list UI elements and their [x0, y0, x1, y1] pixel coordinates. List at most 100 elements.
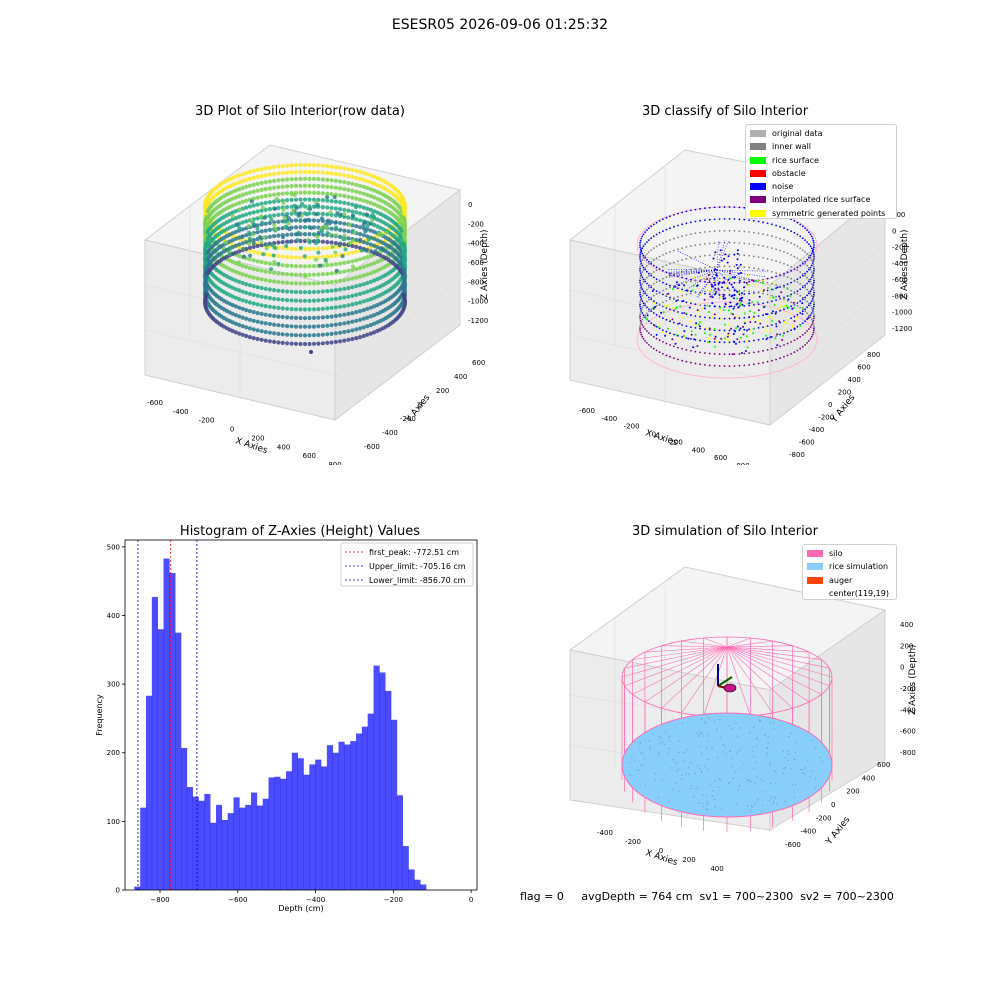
data-point: [646, 312, 648, 315]
data-point: [255, 259, 260, 264]
data-point: [685, 325, 688, 327]
data-point: [302, 298, 308, 303]
data-point: [346, 180, 351, 186]
data-point: [690, 257, 692, 259]
rice-point: [716, 728, 718, 730]
data-point: [772, 296, 775, 299]
data-point: [775, 325, 778, 328]
data-point: [311, 176, 317, 182]
data-point: [289, 170, 294, 175]
data-point: [718, 206, 721, 208]
data-point: [249, 199, 254, 204]
data-point: [653, 302, 656, 304]
data-point: [298, 183, 303, 188]
data-point: [311, 190, 317, 195]
data-point: [731, 294, 734, 297]
data-point: [677, 295, 679, 298]
data-point: [276, 212, 281, 217]
y-tick-label: -600: [785, 841, 801, 849]
data-point: [372, 222, 377, 228]
data-point: [713, 345, 716, 348]
rice-point: [782, 750, 784, 752]
rice-point: [677, 768, 680, 771]
data-point: [271, 253, 276, 258]
data-point: [677, 334, 679, 337]
data-point: [729, 301, 732, 304]
data-point: [717, 288, 720, 291]
data-point: [639, 289, 641, 292]
data-point: [812, 239, 815, 242]
data-point: [293, 255, 299, 260]
data-point: [276, 305, 281, 310]
data-point: [259, 277, 264, 282]
data-point: [813, 267, 815, 270]
data-point: [804, 310, 806, 313]
data-point: [813, 279, 815, 282]
data-point: [723, 365, 726, 367]
data-point: [665, 216, 668, 219]
data-point: [662, 242, 664, 244]
data-point: [307, 298, 312, 303]
data-point: [662, 289, 664, 292]
data-point: [267, 220, 272, 226]
data-point: [736, 297, 739, 300]
rice-point: [711, 795, 714, 797]
data-point: [738, 206, 741, 209]
data-point: [783, 284, 785, 287]
data-point: [775, 275, 777, 278]
data-point: [771, 235, 773, 238]
data-point: [748, 304, 750, 307]
rice-point: [651, 733, 654, 735]
data-point: [267, 287, 272, 292]
data-point: [655, 337, 658, 340]
data-point: [790, 230, 792, 233]
data-point: [665, 271, 668, 274]
rice-point: [717, 786, 720, 789]
histogram-bar: [274, 776, 281, 890]
data-point: [337, 243, 342, 248]
data-point: [325, 164, 330, 169]
data-point: [685, 312, 687, 315]
histogram-bar: [297, 758, 304, 890]
data-point: [743, 242, 746, 245]
data-point: [272, 296, 277, 301]
data-point: [773, 304, 776, 307]
data-point: [320, 198, 325, 203]
data-point: [280, 184, 285, 189]
histogram-bar: [338, 741, 345, 890]
data-point: [368, 180, 373, 185]
data-point: [809, 269, 812, 271]
data-point: [694, 327, 697, 329]
data-point: [810, 283, 813, 285]
noise-ray: [716, 269, 720, 301]
data-point: [748, 290, 750, 293]
x-tick-label: -400: [601, 415, 617, 423]
z-tick-label: 0: [892, 227, 896, 235]
data-point: [765, 329, 768, 332]
data-point: [247, 242, 252, 246]
data-point: [358, 265, 363, 271]
data-point: [640, 273, 643, 275]
data-point: [285, 272, 290, 277]
data-point: [692, 346, 695, 349]
data-point: [713, 265, 716, 268]
data-point: [685, 349, 688, 351]
data-point: [751, 317, 754, 320]
data-point: [372, 243, 377, 248]
data-point: [333, 253, 338, 258]
data-point: [691, 289, 694, 292]
data-point: [810, 264, 813, 267]
data-point: [644, 256, 646, 259]
histogram-bar: [151, 596, 158, 890]
data-point: [639, 256, 641, 258]
legend-swatch: [750, 156, 766, 164]
y-tick-label: -200: [400, 415, 416, 423]
data-point: [368, 314, 373, 319]
data-point: [813, 246, 815, 249]
z-tick-label: 0: [468, 201, 472, 209]
data-point: [267, 296, 272, 301]
rice-point: [681, 774, 683, 776]
data-point: [728, 305, 731, 308]
data-point: [342, 228, 347, 233]
